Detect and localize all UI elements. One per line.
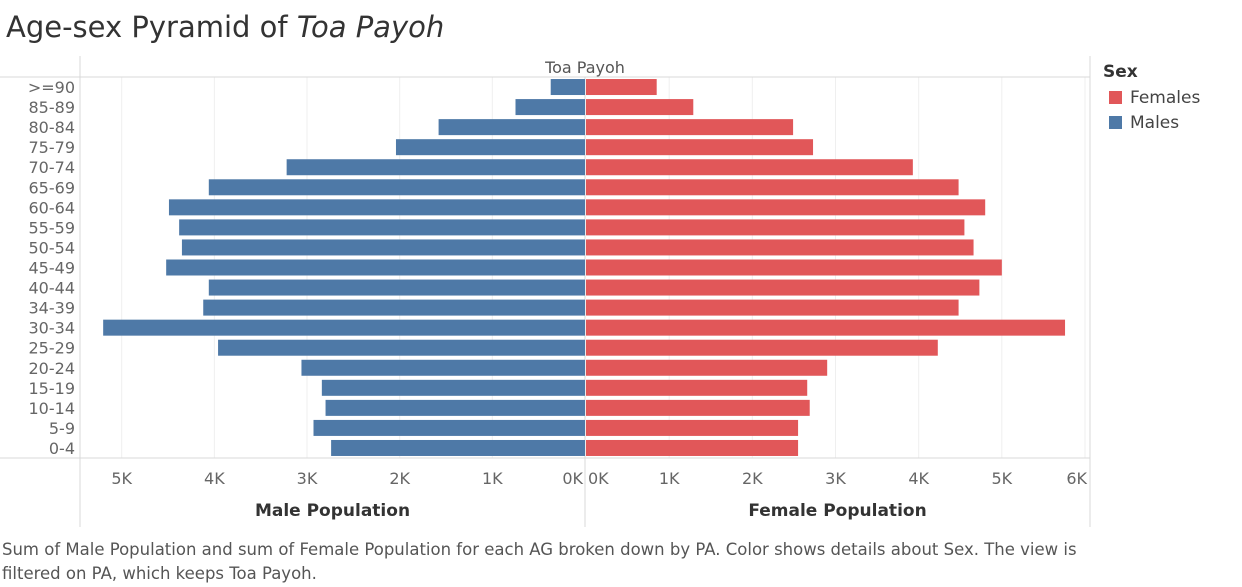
- male-bar: [321, 379, 585, 396]
- male-tick-label: 3K: [297, 469, 318, 488]
- female-axis-title: Female Population: [748, 501, 926, 521]
- female-tick-label: 4K: [908, 469, 929, 488]
- female-bar: [586, 239, 974, 256]
- female-tick-label: 1K: [659, 469, 680, 488]
- female-bar: [586, 439, 799, 456]
- legend: Sex Females Males: [1103, 62, 1200, 135]
- male-tick-label: 4K: [204, 469, 225, 488]
- category-label: 70-74: [29, 158, 76, 177]
- male-bar: [208, 179, 586, 196]
- female-bar: [586, 179, 959, 196]
- male-bar: [395, 139, 585, 156]
- female-bar: [586, 219, 965, 236]
- female-bars: [586, 79, 1066, 456]
- female-bar: [586, 139, 814, 156]
- category-label: 0-4: [49, 439, 75, 458]
- female-bar: [586, 159, 913, 176]
- category-label: 65-69: [29, 178, 76, 197]
- male-tick-label: 1K: [482, 469, 503, 488]
- legend-item-males[interactable]: Males: [1103, 110, 1200, 135]
- legend-swatch-males: [1109, 116, 1122, 129]
- male-bar: [208, 279, 586, 296]
- female-bar: [586, 99, 694, 116]
- category-label: 75-79: [29, 138, 76, 157]
- female-tick-label: 2K: [742, 469, 763, 488]
- male-bar: [179, 219, 585, 236]
- legend-item-females[interactable]: Females: [1103, 85, 1200, 110]
- female-tick-label: 3K: [825, 469, 846, 488]
- male-tick-label: 0K: [562, 469, 583, 488]
- female-bar: [586, 319, 1066, 336]
- female-bar: [586, 299, 959, 316]
- female-bar: [586, 419, 799, 436]
- male-bar: [103, 319, 586, 336]
- female-bar: [586, 379, 808, 396]
- male-bar: [301, 359, 585, 376]
- male-bar: [286, 159, 585, 176]
- category-labels: >=9085-8980-8475-7970-7465-6960-6455-595…: [28, 78, 75, 458]
- category-label: >=90: [28, 78, 75, 97]
- male-bar: [550, 79, 585, 96]
- male-bar: [325, 399, 585, 416]
- chart-caption: Sum of Male Population and sum of Female…: [2, 540, 1077, 583]
- male-bar: [203, 299, 585, 316]
- category-label: 45-49: [29, 259, 76, 278]
- female-bar: [586, 199, 986, 216]
- pane-header: Toa Payoh: [544, 58, 625, 77]
- male-tick-label: 2K: [389, 469, 410, 488]
- chart-title: Age-sex Pyramid of Toa Payoh: [6, 10, 444, 44]
- female-bar: [586, 359, 828, 376]
- category-label: 10-14: [29, 399, 76, 418]
- male-tick-label: 5K: [111, 469, 132, 488]
- female-bar: [586, 259, 1002, 276]
- male-bar: [313, 419, 585, 436]
- category-label: 20-24: [29, 359, 76, 378]
- male-bar: [181, 239, 585, 256]
- female-bar: [586, 399, 810, 416]
- category-label: 80-84: [29, 118, 76, 137]
- male-bar: [331, 439, 585, 456]
- male-bar: [168, 199, 585, 216]
- chart-title-prefix: Age-sex Pyramid of: [6, 10, 288, 44]
- male-bar: [218, 339, 586, 356]
- male-bar: [515, 99, 585, 116]
- category-label: 30-34: [29, 319, 76, 338]
- female-tick-label: 0K: [588, 469, 609, 488]
- legend-label-males: Males: [1130, 112, 1180, 133]
- category-label: 25-29: [29, 339, 76, 358]
- legend-title: Sex: [1103, 62, 1138, 82]
- male-axis-ticks: 5K 4K 3K 2K 1K 0K: [111, 469, 583, 488]
- female-bar: [586, 79, 657, 96]
- female-bar: [586, 279, 980, 296]
- female-axis-ticks: 0K 1K 2K 3K 4K 5K 6K: [588, 469, 1088, 488]
- male-axis-title: Male Population: [255, 501, 410, 521]
- category-label: 55-59: [29, 218, 76, 237]
- legend-swatch-females: [1109, 91, 1122, 104]
- category-label: 60-64: [29, 198, 76, 217]
- male-bars: [103, 79, 586, 456]
- category-label: 50-54: [29, 238, 76, 257]
- female-bar: [586, 339, 938, 356]
- category-label: 15-19: [29, 379, 76, 398]
- category-label: 40-44: [29, 279, 76, 298]
- female-tick-label: 5K: [991, 469, 1012, 488]
- category-label: 85-89: [29, 98, 76, 117]
- male-bar: [166, 259, 585, 276]
- chart-title-place: Toa Payoh: [296, 10, 445, 44]
- male-bar: [438, 119, 585, 136]
- category-label: 34-39: [29, 299, 76, 318]
- legend-label-females: Females: [1130, 87, 1201, 108]
- category-label: 5-9: [49, 419, 75, 438]
- female-tick-label: 6K: [1066, 469, 1087, 488]
- female-bar: [586, 119, 794, 136]
